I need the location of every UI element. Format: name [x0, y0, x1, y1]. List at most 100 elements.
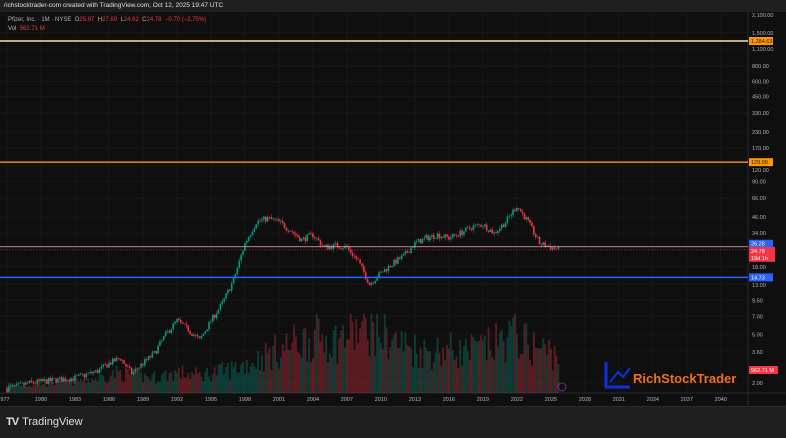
volume-bar [183, 377, 186, 393]
volume-bar [455, 356, 458, 393]
volume-bar [57, 384, 59, 393]
volume-bar [274, 334, 277, 393]
volume-value: 562.71 M [19, 26, 45, 32]
candle-body [221, 301, 224, 305]
volume-bar [427, 350, 429, 393]
volume-bar [442, 347, 445, 393]
candle-body [465, 227, 467, 232]
price-axis-tick: 2.00 [752, 381, 763, 387]
volume-bar [157, 380, 159, 393]
volume-bar [344, 347, 346, 393]
volume-bar [149, 380, 152, 393]
candle-body [478, 224, 480, 226]
volume-bar [136, 369, 139, 393]
volume-bar [283, 350, 286, 393]
candle-body [53, 378, 56, 379]
volume-bar [536, 348, 539, 393]
price-axis-tick: 18.00 [752, 265, 766, 271]
candle-body [38, 379, 40, 382]
candle-body [281, 221, 284, 224]
volume-bar [138, 370, 141, 393]
candle-body [404, 251, 407, 254]
candle-body [246, 240, 248, 243]
volume-bar [130, 376, 133, 393]
candle-body [274, 218, 276, 220]
volume-bar [353, 349, 356, 393]
tradingview-logo[interactable]: TV TradingView [6, 416, 83, 428]
candle-body [32, 381, 35, 384]
candle-body [504, 222, 507, 228]
candle-body [174, 321, 176, 324]
volume-bar [398, 347, 401, 393]
volume-bar [264, 342, 267, 393]
volume-bar [468, 359, 471, 393]
time-axis-tick: 2031 [613, 397, 625, 403]
volume-bar [321, 334, 324, 393]
candle-body [414, 241, 416, 248]
volume-bar [487, 327, 490, 393]
candle-body [306, 234, 309, 242]
volume-bar [257, 350, 260, 393]
volume-bar [53, 384, 56, 393]
volume-bar [219, 364, 222, 393]
volume-bar [208, 376, 210, 393]
plot-area[interactable]: 2,100.00 1,500.00 1,100.00 800.00 600.00 450.… [0, 12, 786, 407]
candle-body [514, 209, 516, 212]
volume-bar [489, 349, 492, 393]
candle-body [546, 245, 548, 247]
volume-bar [502, 340, 505, 393]
candle-body [455, 235, 458, 236]
candle-body [542, 242, 545, 245]
candle-body [519, 208, 522, 212]
candle-body [59, 377, 61, 379]
candle-body [234, 274, 237, 278]
volume-bar [172, 381, 175, 393]
volume-bar [66, 380, 69, 393]
volume-bar [236, 373, 239, 393]
candle-body [151, 352, 154, 358]
candle-body [395, 259, 397, 264]
candle-body [302, 237, 305, 239]
time-axis-tick: 1992 [171, 397, 183, 403]
candle-body [300, 238, 303, 242]
candle-body [132, 371, 135, 375]
candle-body [136, 368, 139, 370]
price-axis-tick: 600.00 [752, 79, 769, 85]
volume-bar [261, 355, 263, 393]
volume-bar [481, 340, 484, 393]
candle-body [476, 224, 478, 226]
candle-body [374, 280, 377, 284]
volume-bar [447, 348, 450, 393]
candle-body [74, 375, 76, 381]
level-badge-label: 26.28 [751, 242, 765, 248]
candle-body [128, 366, 131, 368]
volume-bar [217, 364, 220, 393]
volume-bar [361, 321, 363, 393]
volume-bar [497, 346, 499, 393]
candle-body [72, 378, 74, 381]
candle-body [364, 272, 367, 280]
volume-bar [372, 322, 375, 393]
volume-bar [198, 371, 201, 393]
candle-body [60, 377, 63, 382]
candle-body [315, 238, 318, 239]
volume-bar [504, 362, 507, 393]
volume-bar [514, 313, 516, 393]
volume-bar [111, 369, 114, 393]
candle-body [323, 245, 326, 247]
volume-bar [451, 350, 454, 393]
candle-body [297, 235, 299, 238]
candle-body [523, 213, 526, 220]
candle-body [491, 229, 494, 234]
symbol-name[interactable]: Pfizer, Inc. · 1M · NYSE [8, 17, 72, 23]
bar-countdown: 19d 1h [751, 256, 768, 262]
volume-bar [540, 347, 543, 393]
candle-body [453, 234, 456, 236]
price-axis-tick: 5.00 [752, 333, 763, 339]
candle-body [329, 246, 331, 250]
candle-body [312, 233, 314, 238]
price-chart[interactable]: Pfizer, Inc. · 1M · NYSE O25.97 H27.69 L… [0, 12, 786, 407]
candle-body [434, 238, 437, 240]
volume-bar [98, 373, 101, 393]
volume-bar [75, 377, 78, 393]
